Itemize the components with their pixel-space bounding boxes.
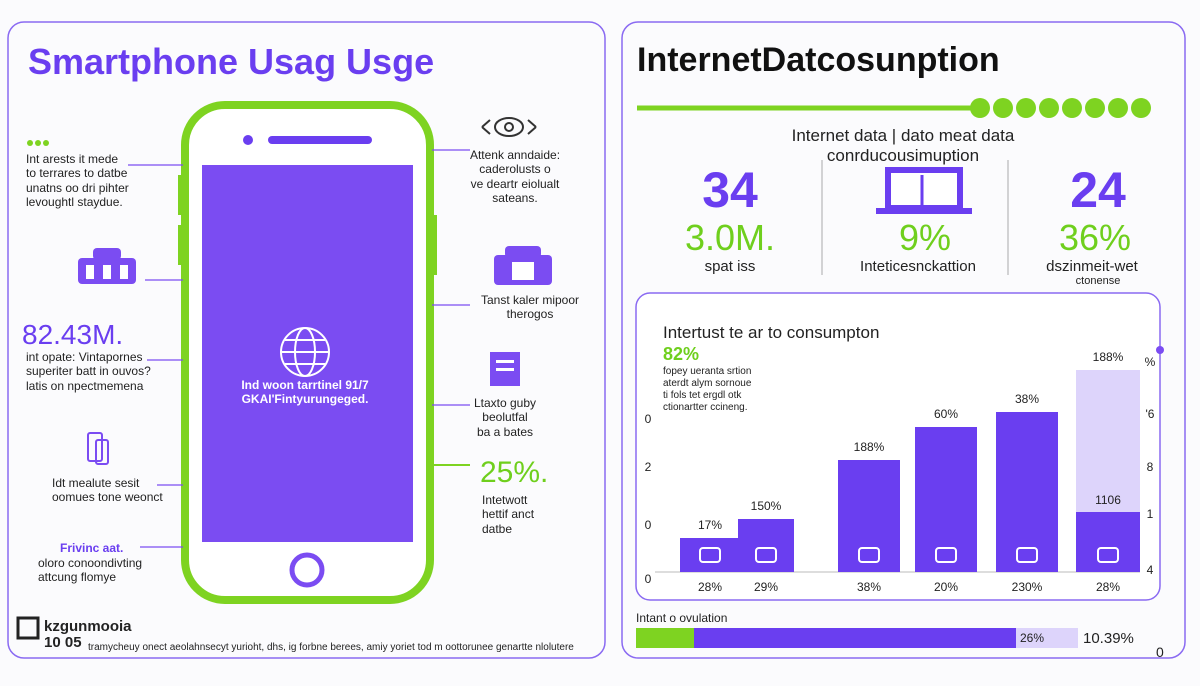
- big-stat: 82.43M.: [22, 319, 124, 350]
- bar-bottom-label: 29%: [753, 580, 779, 594]
- right-subtitle: Internet data | dato meat data conrducou…: [791, 126, 1015, 166]
- bar-bottom-label: 38%: [856, 580, 882, 594]
- left-panel: [7, 21, 606, 659]
- axis-label: 2: [644, 460, 652, 474]
- bar-inner-label: 1106: [1095, 493, 1121, 507]
- phone-speaker: [268, 136, 372, 144]
- phone-camera: [243, 135, 253, 145]
- phone-icon: [87, 432, 109, 465]
- progress-corner: 0: [1156, 644, 1164, 660]
- eye-icon: [481, 117, 537, 137]
- title-dots: [970, 98, 1151, 118]
- stat-top: 24: [1070, 162, 1126, 218]
- progress-purple: [694, 628, 1016, 648]
- footer-code: 10 05: [44, 634, 82, 651]
- qr-icon: [16, 616, 40, 640]
- card-stat: 82%: [663, 344, 700, 364]
- connectors: [128, 149, 470, 548]
- stat-value: 9%: [898, 217, 952, 258]
- stat-sublabel: ctonense: [1075, 275, 1121, 287]
- bar-icons: [699, 547, 1119, 563]
- axis-label: 0: [644, 572, 652, 586]
- bar-top-label: 60%: [933, 407, 959, 421]
- bar-bottom-label: 20%: [933, 580, 959, 594]
- globe-icon: [280, 327, 330, 377]
- right-stat: 25%.: [480, 456, 549, 489]
- stat-label: Inteticesnckattion: [860, 258, 976, 275]
- note-heading: Frivinc aat.: [60, 541, 124, 555]
- phone-button: [178, 225, 184, 265]
- progress-rest: [1016, 628, 1078, 648]
- stat-value: 3.0M.: [684, 217, 776, 258]
- bar-bottom-label: 28%: [697, 580, 723, 594]
- card-text: fopey ueranta srtion aterdt alym sornoue…: [663, 366, 752, 413]
- bar-bottom-label: 230%: [1011, 580, 1043, 594]
- phone-home: [289, 552, 325, 588]
- storage-icon: [494, 246, 552, 285]
- progress-total: 10.39%: [1083, 630, 1134, 647]
- bar-top-label: 188%: [1092, 350, 1124, 364]
- phone-text: Ind woon tarrtinel 91/7 GKAI'Fintyurunge…: [241, 378, 369, 407]
- progress-green: [636, 628, 694, 648]
- stat-label: dszinmeit-wet: [1046, 258, 1138, 275]
- card-title: Intertust te ar to consumpton: [663, 323, 880, 342]
- laptop-icon: [876, 167, 972, 214]
- doc-icon: [490, 352, 520, 386]
- axis-label: %: [1144, 355, 1156, 369]
- phone-button: [431, 215, 437, 275]
- stat-value: 36%: [1058, 217, 1132, 258]
- axis-label: '6: [1145, 407, 1155, 421]
- note: Idt mealute sesit oomues tone weonct: [52, 476, 163, 505]
- phone-button: [178, 175, 184, 215]
- bar-top-label: 188%: [853, 440, 885, 454]
- card-dot: [1156, 346, 1164, 354]
- note: Ltaxto guby beolutfal ba a bates: [473, 396, 537, 439]
- right-title: InternetDatcosunption: [637, 41, 1000, 79]
- right-panel: [621, 21, 1186, 659]
- axis-label: 0: [644, 518, 652, 532]
- note: Intetwott hettif anct datbe: [482, 493, 535, 536]
- dots: [27, 140, 49, 146]
- footer-logo: kzgunmooia: [44, 618, 132, 635]
- progress-value: 26%: [1020, 631, 1045, 645]
- note: Int arests it mede to terrares to datbe …: [26, 152, 129, 210]
- bar-top-label: 38%: [1014, 392, 1040, 406]
- radio-icon: [78, 248, 136, 284]
- bar-top-label: 17%: [697, 518, 723, 532]
- note: Tanst kaler mipoor therogos: [480, 293, 580, 322]
- left-title: Smartphone Usag Usge: [28, 41, 435, 82]
- bar-bottom-label: 28%: [1095, 580, 1121, 594]
- note: oloro conoondivting attcung flomye: [38, 556, 143, 585]
- stat-dividers: [821, 160, 1009, 275]
- axis-label: 0: [644, 412, 652, 426]
- axis-label: 4: [1146, 563, 1154, 577]
- axis-label: 8: [1146, 460, 1154, 474]
- phone-screen: [202, 165, 413, 542]
- axis-label: 1: [1146, 507, 1154, 521]
- stat-top: 34: [702, 162, 758, 218]
- note: int opate: Vintapornes superiter batt in…: [26, 350, 151, 393]
- progress-label: Intant o ovulation: [636, 611, 728, 625]
- footer-text: tramycheuy onect aeolahnsecyt yurioht, d…: [88, 642, 574, 653]
- stat-label: spat iss: [704, 258, 756, 275]
- bar-top-label: 150%: [750, 499, 782, 513]
- note: Attenk anndaide: caderolusts o ve deartr…: [469, 148, 561, 206]
